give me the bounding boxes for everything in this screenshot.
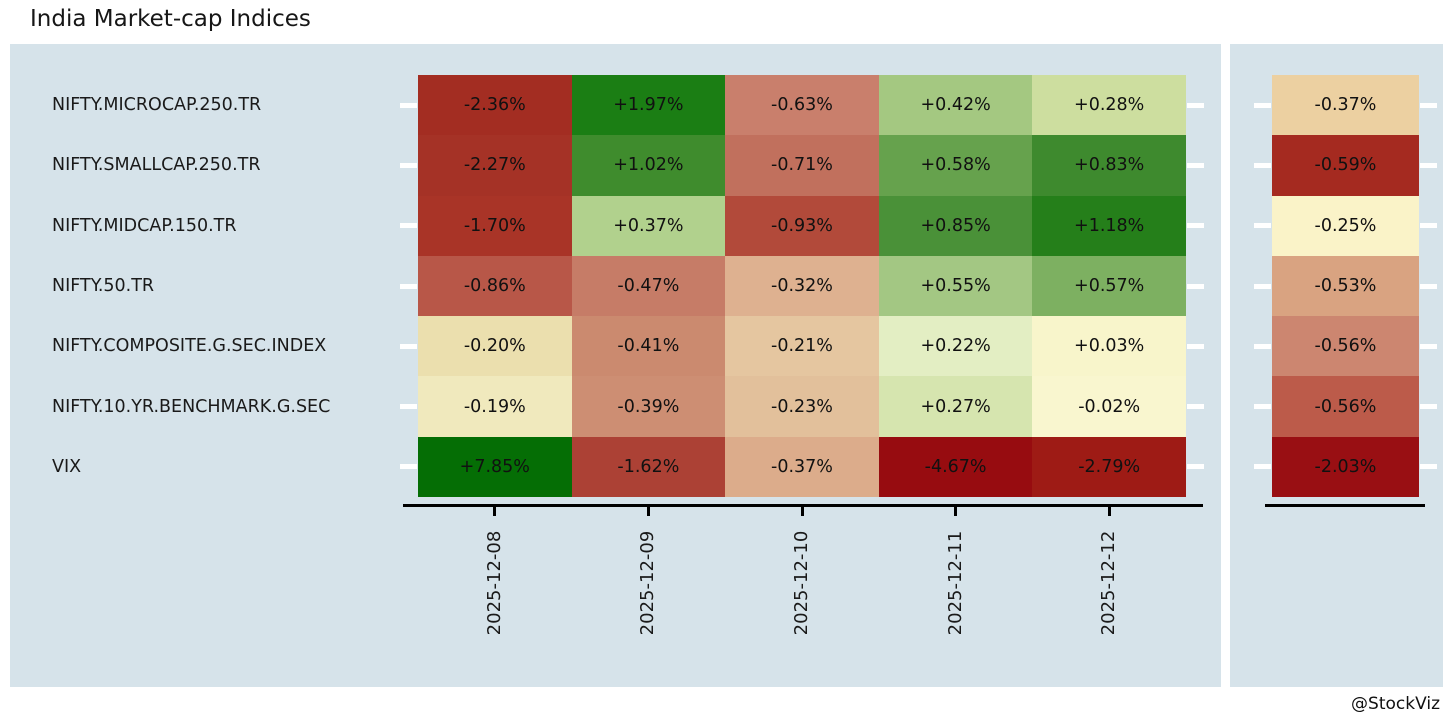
row-tick-mark (1187, 464, 1204, 470)
heatmap-cell: +0.83% (1032, 135, 1186, 196)
heatmap-cell: -0.93% (725, 195, 879, 256)
row-tick-mark (1187, 343, 1204, 349)
x-axis-line-summary (1265, 504, 1425, 507)
heatmap-cell: -0.20% (418, 316, 572, 377)
row-tick-mark (400, 102, 417, 108)
heatmap-cell: +0.22% (878, 316, 1033, 377)
heatmap-cell: +0.58% (878, 135, 1033, 196)
summary-cell: -0.53% (1272, 255, 1419, 317)
heatmap-cell: +0.28% (1032, 75, 1186, 136)
heatmap-cell: +0.27% (878, 376, 1033, 437)
row-label: NIFTY.COMPOSITE.G.SEC.INDEX (52, 336, 327, 357)
row-tick-mark (1187, 283, 1204, 289)
row-tick-mark (1254, 343, 1271, 349)
row-tick-mark (1254, 464, 1271, 470)
row-tick-mark (1187, 404, 1204, 410)
heatmap-cell: -2.79% (1032, 436, 1186, 497)
heatmap-cell: -0.02% (1032, 376, 1186, 437)
heatmap-cell: -1.70% (418, 195, 572, 256)
row-tick-mark (1420, 404, 1437, 410)
summary-cell: -0.37% (1272, 75, 1419, 136)
row-tick-mark (400, 404, 417, 410)
row-label: NIFTY.MIDCAP.150.TR (52, 215, 237, 236)
summary-cell: -2.03% (1272, 436, 1419, 497)
heatmap-cell: +0.55% (878, 255, 1033, 317)
heatmap-cell: -0.23% (725, 376, 879, 437)
heatmap-cell: -0.39% (571, 376, 726, 437)
attribution-stockviz: @StockViz (1351, 694, 1440, 714)
x-axis-line-main (403, 504, 1203, 507)
heatmap-cell: +7.85% (418, 436, 572, 497)
row-label: NIFTY.SMALLCAP.250.TR (52, 155, 261, 176)
heatmap-cell: -2.27% (418, 135, 572, 196)
heatmap-cell: -0.19% (418, 376, 572, 437)
heatmap-cell: -0.32% (725, 255, 879, 317)
heatmap-cell: -0.71% (725, 135, 879, 196)
heatmap-cell: -0.86% (418, 255, 572, 317)
heatmap-cell: -1.62% (571, 436, 726, 497)
heatmap-cell: +0.57% (1032, 255, 1186, 317)
heatmap-cell: -0.37% (725, 436, 879, 497)
x-axis-tick (800, 507, 804, 516)
summary-cell: -0.59% (1272, 135, 1419, 196)
row-label: VIX (52, 456, 82, 477)
summary-cell: -0.56% (1272, 316, 1419, 377)
x-axis-tick (1107, 507, 1111, 516)
row-tick-mark (1187, 102, 1204, 108)
heatmap-cell: +0.03% (1032, 316, 1186, 377)
summary-cell: -0.56% (1272, 376, 1419, 437)
heatmap-cell: +1.18% (1032, 195, 1186, 256)
heatmap-cell: -2.36% (418, 75, 572, 136)
x-axis-date-label: 2025-12-08 (483, 530, 505, 636)
row-tick-mark (1420, 102, 1437, 108)
x-axis-date-label: 2025-12-09 (637, 530, 659, 636)
row-label: NIFTY.50.TR (52, 276, 155, 296)
row-label: NIFTY.MICROCAP.250.TR (52, 95, 262, 116)
row-tick-mark (1254, 162, 1271, 168)
row-tick-mark (400, 223, 417, 229)
heatmap-cell: +0.42% (878, 75, 1033, 136)
x-axis-date-label: 2025-12-12 (1098, 530, 1120, 636)
chart-title: India Market-cap Indices (30, 6, 311, 32)
row-tick-mark (400, 343, 417, 349)
heatmap-cell: -0.47% (571, 255, 726, 317)
row-tick-mark (400, 283, 417, 289)
row-tick-mark (400, 162, 417, 168)
heatmap-cell: +1.02% (571, 135, 726, 196)
row-tick-mark (1187, 162, 1204, 168)
row-tick-mark (1254, 223, 1271, 229)
heatmap-cell: +0.37% (571, 195, 726, 256)
x-axis-tick (646, 507, 650, 516)
row-tick-mark (1420, 283, 1437, 289)
x-axis-date-label: 2025-12-11 (944, 530, 966, 636)
row-tick-mark (1420, 162, 1437, 168)
heatmap-cell: +0.85% (878, 195, 1033, 256)
heatmap-cell: -0.41% (571, 316, 726, 377)
row-label: NIFTY.10.YR.BENCHMARK.G.SEC (52, 396, 331, 417)
row-tick-mark (1420, 464, 1437, 470)
heatmap-cell: -4.67% (878, 436, 1033, 497)
row-tick-mark (1420, 343, 1437, 349)
heatmap-cell: -0.21% (725, 316, 879, 377)
x-axis-tick (954, 507, 958, 516)
x-axis-tick (493, 507, 497, 516)
row-tick-mark (1420, 223, 1437, 229)
heatmap-cell: +1.97% (571, 75, 726, 136)
row-tick-mark (1254, 283, 1271, 289)
row-tick-mark (400, 464, 417, 470)
heatmap-cell: -0.63% (725, 75, 879, 136)
summary-cell: -0.25% (1272, 195, 1419, 256)
row-tick-mark (1254, 404, 1271, 410)
row-tick-mark (1254, 102, 1271, 108)
row-tick-mark (1187, 223, 1204, 229)
x-axis-date-label: 2025-12-10 (791, 530, 812, 636)
